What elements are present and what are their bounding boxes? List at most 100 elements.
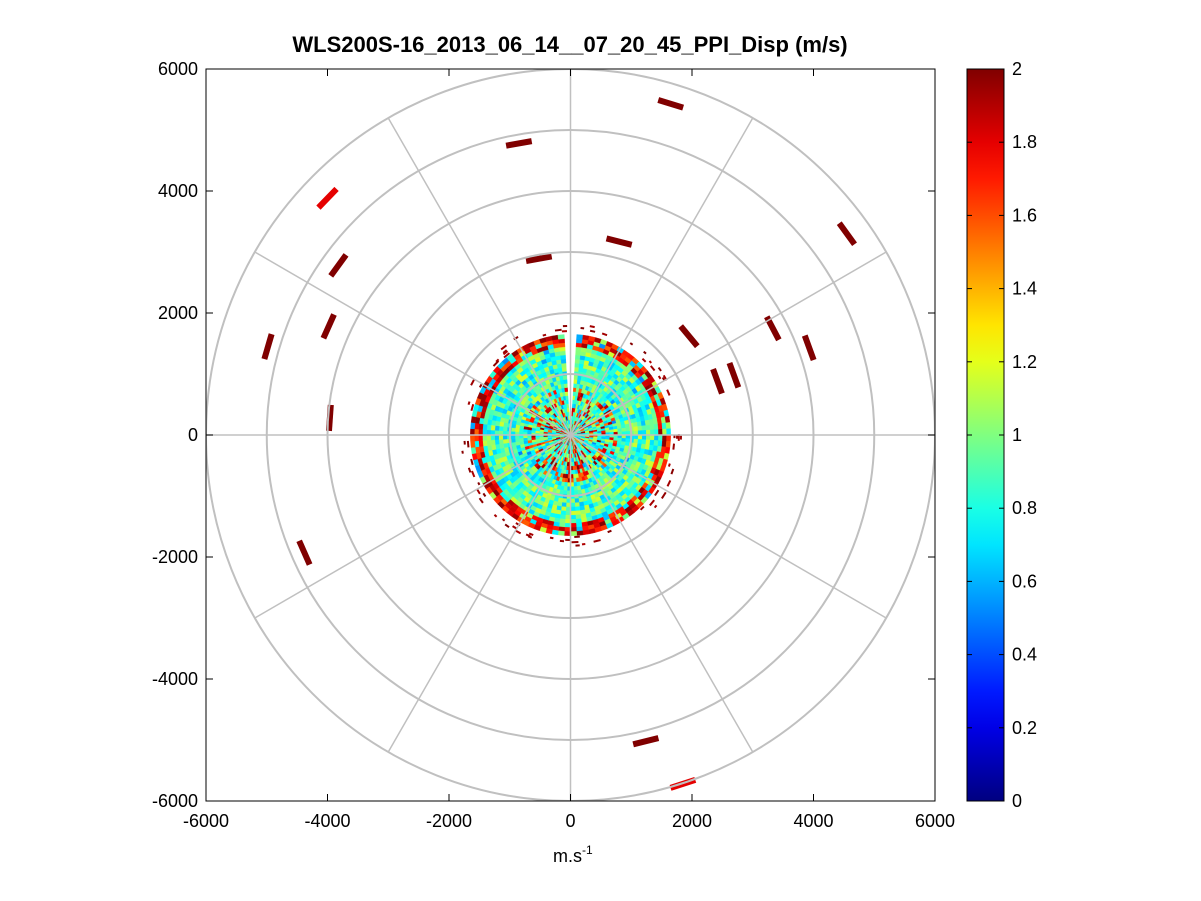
scatter-gate — [710, 368, 725, 395]
heatmap-cell — [474, 434, 479, 442]
scatter-gate-mark — [525, 253, 553, 264]
scatter-gate-mark — [328, 253, 349, 278]
heatmap-cell — [559, 350, 566, 356]
heatmap-edge-fragment — [467, 467, 472, 473]
heatmap-cell — [559, 346, 566, 352]
heatmap-cell — [486, 429, 491, 436]
colorbar-tick-label: 1.6 — [1012, 205, 1037, 225]
scatter-gate-mark — [801, 334, 817, 362]
heatmap-cell — [470, 428, 475, 436]
y-tick-label: 0 — [188, 425, 198, 445]
heatmap-cell — [482, 440, 488, 447]
heatmap-cell — [514, 437, 520, 443]
heatmap-edge-fragment — [661, 376, 666, 381]
heatmap-edge-fragment — [649, 365, 656, 372]
heatmap-edge-fragment — [666, 389, 671, 396]
heatmap-edge-fragment — [589, 329, 596, 333]
heatmap-cell — [561, 366, 567, 372]
heatmap-cell — [564, 514, 571, 520]
heatmap-edge-fragment — [601, 332, 608, 337]
heatmap-cell — [641, 439, 647, 445]
heatmap-cell — [573, 486, 578, 491]
heatmap-cell — [641, 425, 647, 431]
heatmap-cell — [658, 428, 663, 436]
scatter-gate — [801, 334, 817, 362]
heatmap-edge-fragment — [589, 325, 595, 329]
colorbar-tick-label: 2 — [1012, 59, 1022, 79]
colorbar-gradient — [966, 68, 1005, 802]
colorbar-tick-label: 0.6 — [1012, 571, 1037, 591]
heatmap-edge-fragment — [593, 538, 601, 543]
heatmap-cell — [498, 425, 504, 431]
heatmap-edge-fragment — [528, 532, 534, 536]
heatmap-cell — [625, 427, 631, 432]
heatmap-cell — [558, 522, 566, 528]
heatmap-edge-fragment — [501, 518, 506, 522]
plot-area — [206, 69, 935, 801]
heatmap-edge-fragment — [527, 535, 533, 539]
x-axis-label-exponent: -1 — [582, 843, 593, 857]
heatmap-cell — [486, 424, 492, 431]
heatmap-cell — [470, 440, 476, 448]
heatmap-edge-fragment — [493, 514, 498, 518]
scatter-gate — [328, 253, 349, 278]
heatmap-edge-fragment — [661, 491, 667, 499]
azimuth-spoke — [569, 434, 754, 753]
heatmap-cell — [633, 438, 639, 444]
heatmap-cell — [482, 423, 488, 430]
heatmap-cell — [575, 350, 582, 356]
heatmap-cell — [561, 502, 567, 508]
scatter-gate — [632, 735, 660, 748]
heatmap-cell — [566, 407, 570, 413]
heatmap-cell — [567, 415, 570, 421]
colorbar-tick-label: 0.4 — [1012, 645, 1037, 665]
heatmap-edge-fragment — [478, 383, 483, 388]
heatmap-cell — [563, 531, 571, 536]
heatmap-cell — [662, 434, 667, 442]
heatmap-cell — [654, 434, 659, 441]
x-axis-label: m.s-1 — [553, 843, 593, 866]
x-tick-label: 4000 — [793, 811, 833, 831]
scatter-gate-mark — [261, 333, 275, 360]
heatmap-cell — [518, 437, 524, 442]
heatmap-cell — [564, 387, 569, 393]
scatter-gate-mark — [764, 315, 782, 342]
heatmap-cell — [666, 434, 671, 442]
heatmap-edge-fragment — [467, 401, 471, 405]
heatmap-cell — [486, 439, 492, 446]
heatmap-cell — [613, 428, 619, 433]
heatmap-cell — [564, 391, 569, 397]
heatmap-cell — [657, 440, 663, 447]
scatter-gate — [764, 315, 782, 342]
heatmap-cell — [526, 437, 532, 441]
heatmap-edge-fragment — [648, 360, 652, 364]
scatter-gate — [320, 313, 337, 340]
heatmap-edge-fragment — [492, 360, 500, 367]
heatmap-cell — [558, 342, 566, 348]
heatmap-cell — [564, 518, 571, 524]
heatmap-edge-fragment — [657, 366, 662, 372]
x-tick-label: -2000 — [426, 811, 472, 831]
heatmap-cell — [470, 434, 475, 442]
heatmap-cell — [490, 424, 496, 431]
heatmap-cell — [649, 439, 655, 446]
heatmap-cell — [650, 429, 655, 436]
heatmap-cell — [557, 530, 565, 536]
heatmap-cell — [657, 423, 663, 430]
y-tick-label: -4000 — [152, 669, 198, 689]
heatmap-edge-fragment — [554, 328, 562, 332]
scatter-gate-mark — [296, 539, 313, 566]
heatmap-cell — [502, 438, 508, 444]
heatmap-cell — [559, 518, 566, 524]
heatmap-cell — [511, 441, 517, 447]
heatmap-cell — [572, 477, 577, 483]
colorbar-ticks: 0 0.2 0.4 0.6 0.8 1 1.2 1.4 1.6 1.8 2 — [967, 59, 1037, 811]
scatter-gates — [261, 97, 857, 791]
heatmap-edge-fragment — [470, 458, 474, 466]
heatmap-cell — [576, 530, 584, 536]
heatmap-cell — [570, 522, 577, 528]
heatmap-cell — [566, 403, 570, 409]
heatmap-edge-fragment — [470, 403, 475, 412]
heatmap-edge-fragment — [549, 536, 554, 540]
heatmap-cell — [575, 346, 582, 352]
